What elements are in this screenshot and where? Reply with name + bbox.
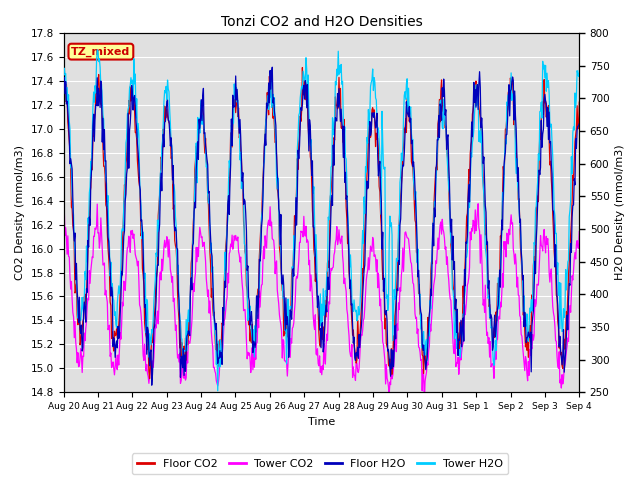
Floor H2O bbox=[385, 355, 393, 361]
Floor H2O bbox=[268, 64, 276, 70]
Floor CO2 bbox=[575, 99, 583, 105]
Tower CO2 bbox=[69, 310, 77, 315]
Line: Tower CO2: Tower CO2 bbox=[63, 204, 579, 403]
Title: Tonzi CO2 and H2O Densities: Tonzi CO2 and H2O Densities bbox=[221, 15, 422, 29]
Tower H2O bbox=[214, 388, 221, 394]
Tower CO2 bbox=[202, 258, 209, 264]
Tower CO2 bbox=[474, 201, 482, 206]
Floor CO2 bbox=[146, 376, 154, 382]
Floor H2O bbox=[175, 298, 183, 303]
Floor CO2 bbox=[202, 158, 210, 164]
Floor CO2 bbox=[69, 222, 77, 228]
Line: Floor H2O: Floor H2O bbox=[63, 67, 579, 385]
Floor H2O bbox=[575, 121, 583, 127]
Tower H2O bbox=[575, 68, 583, 73]
Tower H2O bbox=[202, 164, 210, 170]
Tower CO2 bbox=[575, 229, 583, 235]
Tower CO2 bbox=[420, 400, 428, 406]
Floor H2O bbox=[60, 80, 67, 86]
Tower CO2 bbox=[399, 245, 406, 251]
Floor CO2 bbox=[385, 363, 393, 369]
Tower CO2 bbox=[60, 228, 67, 233]
Tower H2O bbox=[385, 240, 393, 246]
Floor H2O bbox=[401, 151, 408, 157]
X-axis label: Time: Time bbox=[308, 417, 335, 427]
Tower H2O bbox=[60, 66, 67, 72]
Tower H2O bbox=[69, 202, 77, 208]
Y-axis label: CO2 Density (mmol/m3): CO2 Density (mmol/m3) bbox=[15, 145, 25, 280]
Tower H2O bbox=[175, 306, 183, 312]
Tower CO2 bbox=[122, 274, 130, 280]
Line: Floor CO2: Floor CO2 bbox=[63, 68, 579, 379]
Y-axis label: H2O Density (mmol/m3): H2O Density (mmol/m3) bbox=[615, 145, 625, 280]
Floor CO2 bbox=[298, 65, 306, 71]
Tower H2O bbox=[123, 135, 131, 141]
Floor CO2 bbox=[175, 316, 183, 322]
Floor H2O bbox=[202, 150, 210, 156]
Floor H2O bbox=[122, 191, 130, 197]
Floor CO2 bbox=[60, 86, 67, 92]
Legend: Floor CO2, Tower CO2, Floor H2O, Tower H2O: Floor CO2, Tower CO2, Floor H2O, Tower H… bbox=[132, 453, 508, 474]
Tower H2O bbox=[401, 93, 408, 98]
Tower CO2 bbox=[384, 378, 392, 384]
Floor CO2 bbox=[401, 125, 408, 131]
Text: TZ_mixed: TZ_mixed bbox=[71, 47, 131, 57]
Line: Tower H2O: Tower H2O bbox=[63, 50, 579, 391]
Tower H2O bbox=[93, 47, 101, 53]
Floor H2O bbox=[148, 382, 156, 388]
Floor H2O bbox=[69, 199, 77, 205]
Tower CO2 bbox=[175, 352, 182, 358]
Floor CO2 bbox=[122, 160, 130, 166]
